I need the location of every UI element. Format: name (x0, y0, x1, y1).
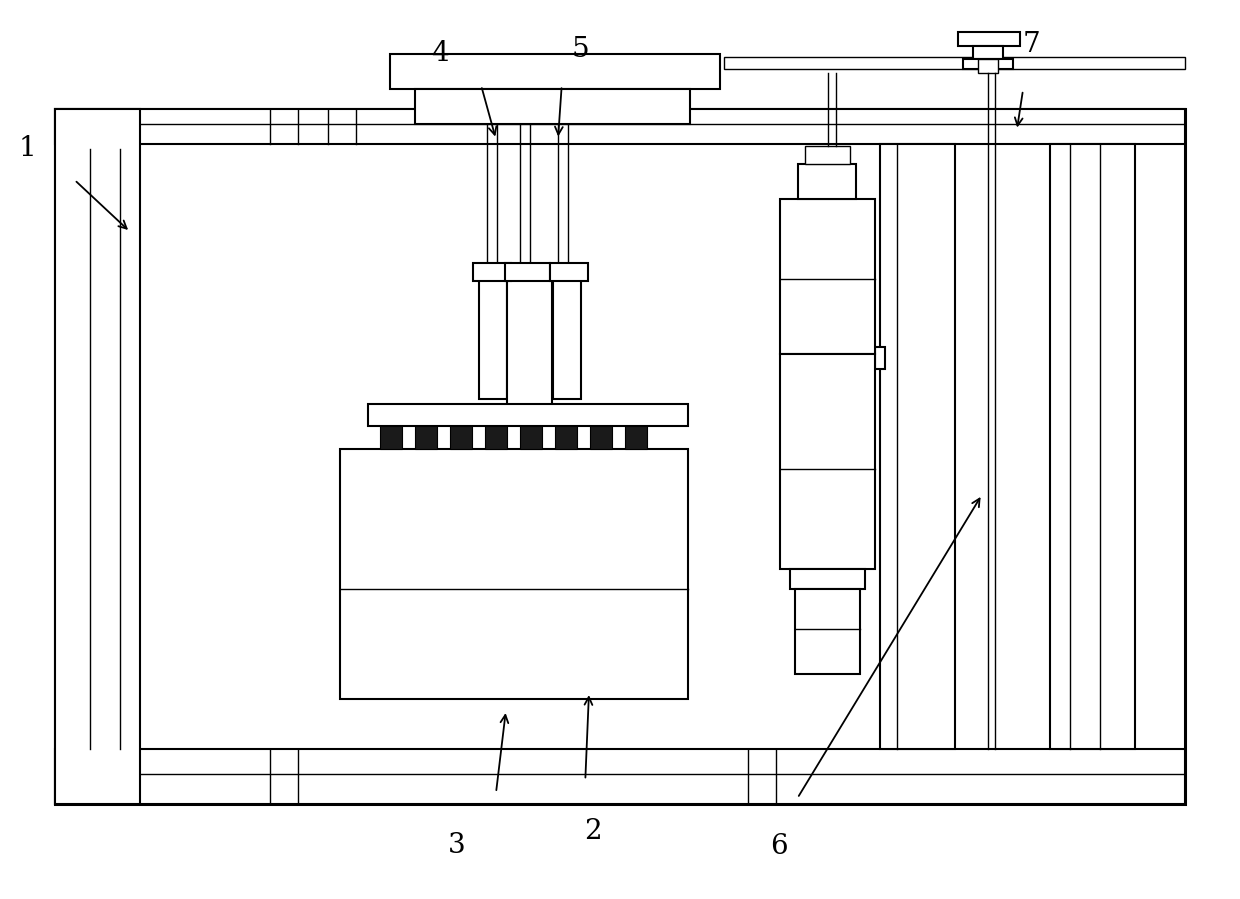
Bar (780, 354, 875, 569)
Text: 6: 6 (770, 833, 787, 860)
Bar (780, 199, 875, 354)
Bar (795, 589, 861, 674)
Bar (55, 749, 1185, 804)
Bar (55, 109, 1185, 804)
Bar (875, 347, 885, 369)
Bar (551, 263, 588, 281)
Bar (485, 426, 507, 449)
Bar (963, 59, 1013, 69)
Text: 3: 3 (448, 832, 465, 859)
Bar (556, 426, 577, 449)
Text: 5: 5 (572, 36, 589, 63)
Bar (55, 109, 1185, 144)
Bar (450, 426, 472, 449)
Bar (55, 109, 140, 804)
Bar (507, 279, 552, 409)
Bar (379, 426, 402, 449)
Bar (790, 569, 866, 589)
Bar (724, 57, 1185, 69)
Bar (553, 279, 582, 399)
Bar (391, 54, 720, 89)
Bar (625, 426, 647, 449)
Bar (479, 279, 507, 399)
Bar (973, 46, 1003, 59)
Bar (880, 144, 955, 749)
Bar (805, 146, 849, 164)
Bar (590, 426, 613, 449)
Text: 4: 4 (432, 40, 449, 67)
Bar (472, 263, 511, 281)
Bar (978, 59, 998, 73)
Text: 2: 2 (584, 818, 601, 845)
Bar (1050, 144, 1135, 749)
Bar (340, 449, 688, 699)
Bar (415, 426, 436, 449)
Text: 1: 1 (19, 135, 36, 162)
Bar (799, 164, 856, 199)
Bar (505, 263, 551, 281)
Bar (368, 404, 688, 426)
Bar (415, 89, 689, 124)
Text: 7: 7 (1023, 31, 1040, 58)
Bar (959, 32, 1021, 46)
Bar (520, 426, 542, 449)
